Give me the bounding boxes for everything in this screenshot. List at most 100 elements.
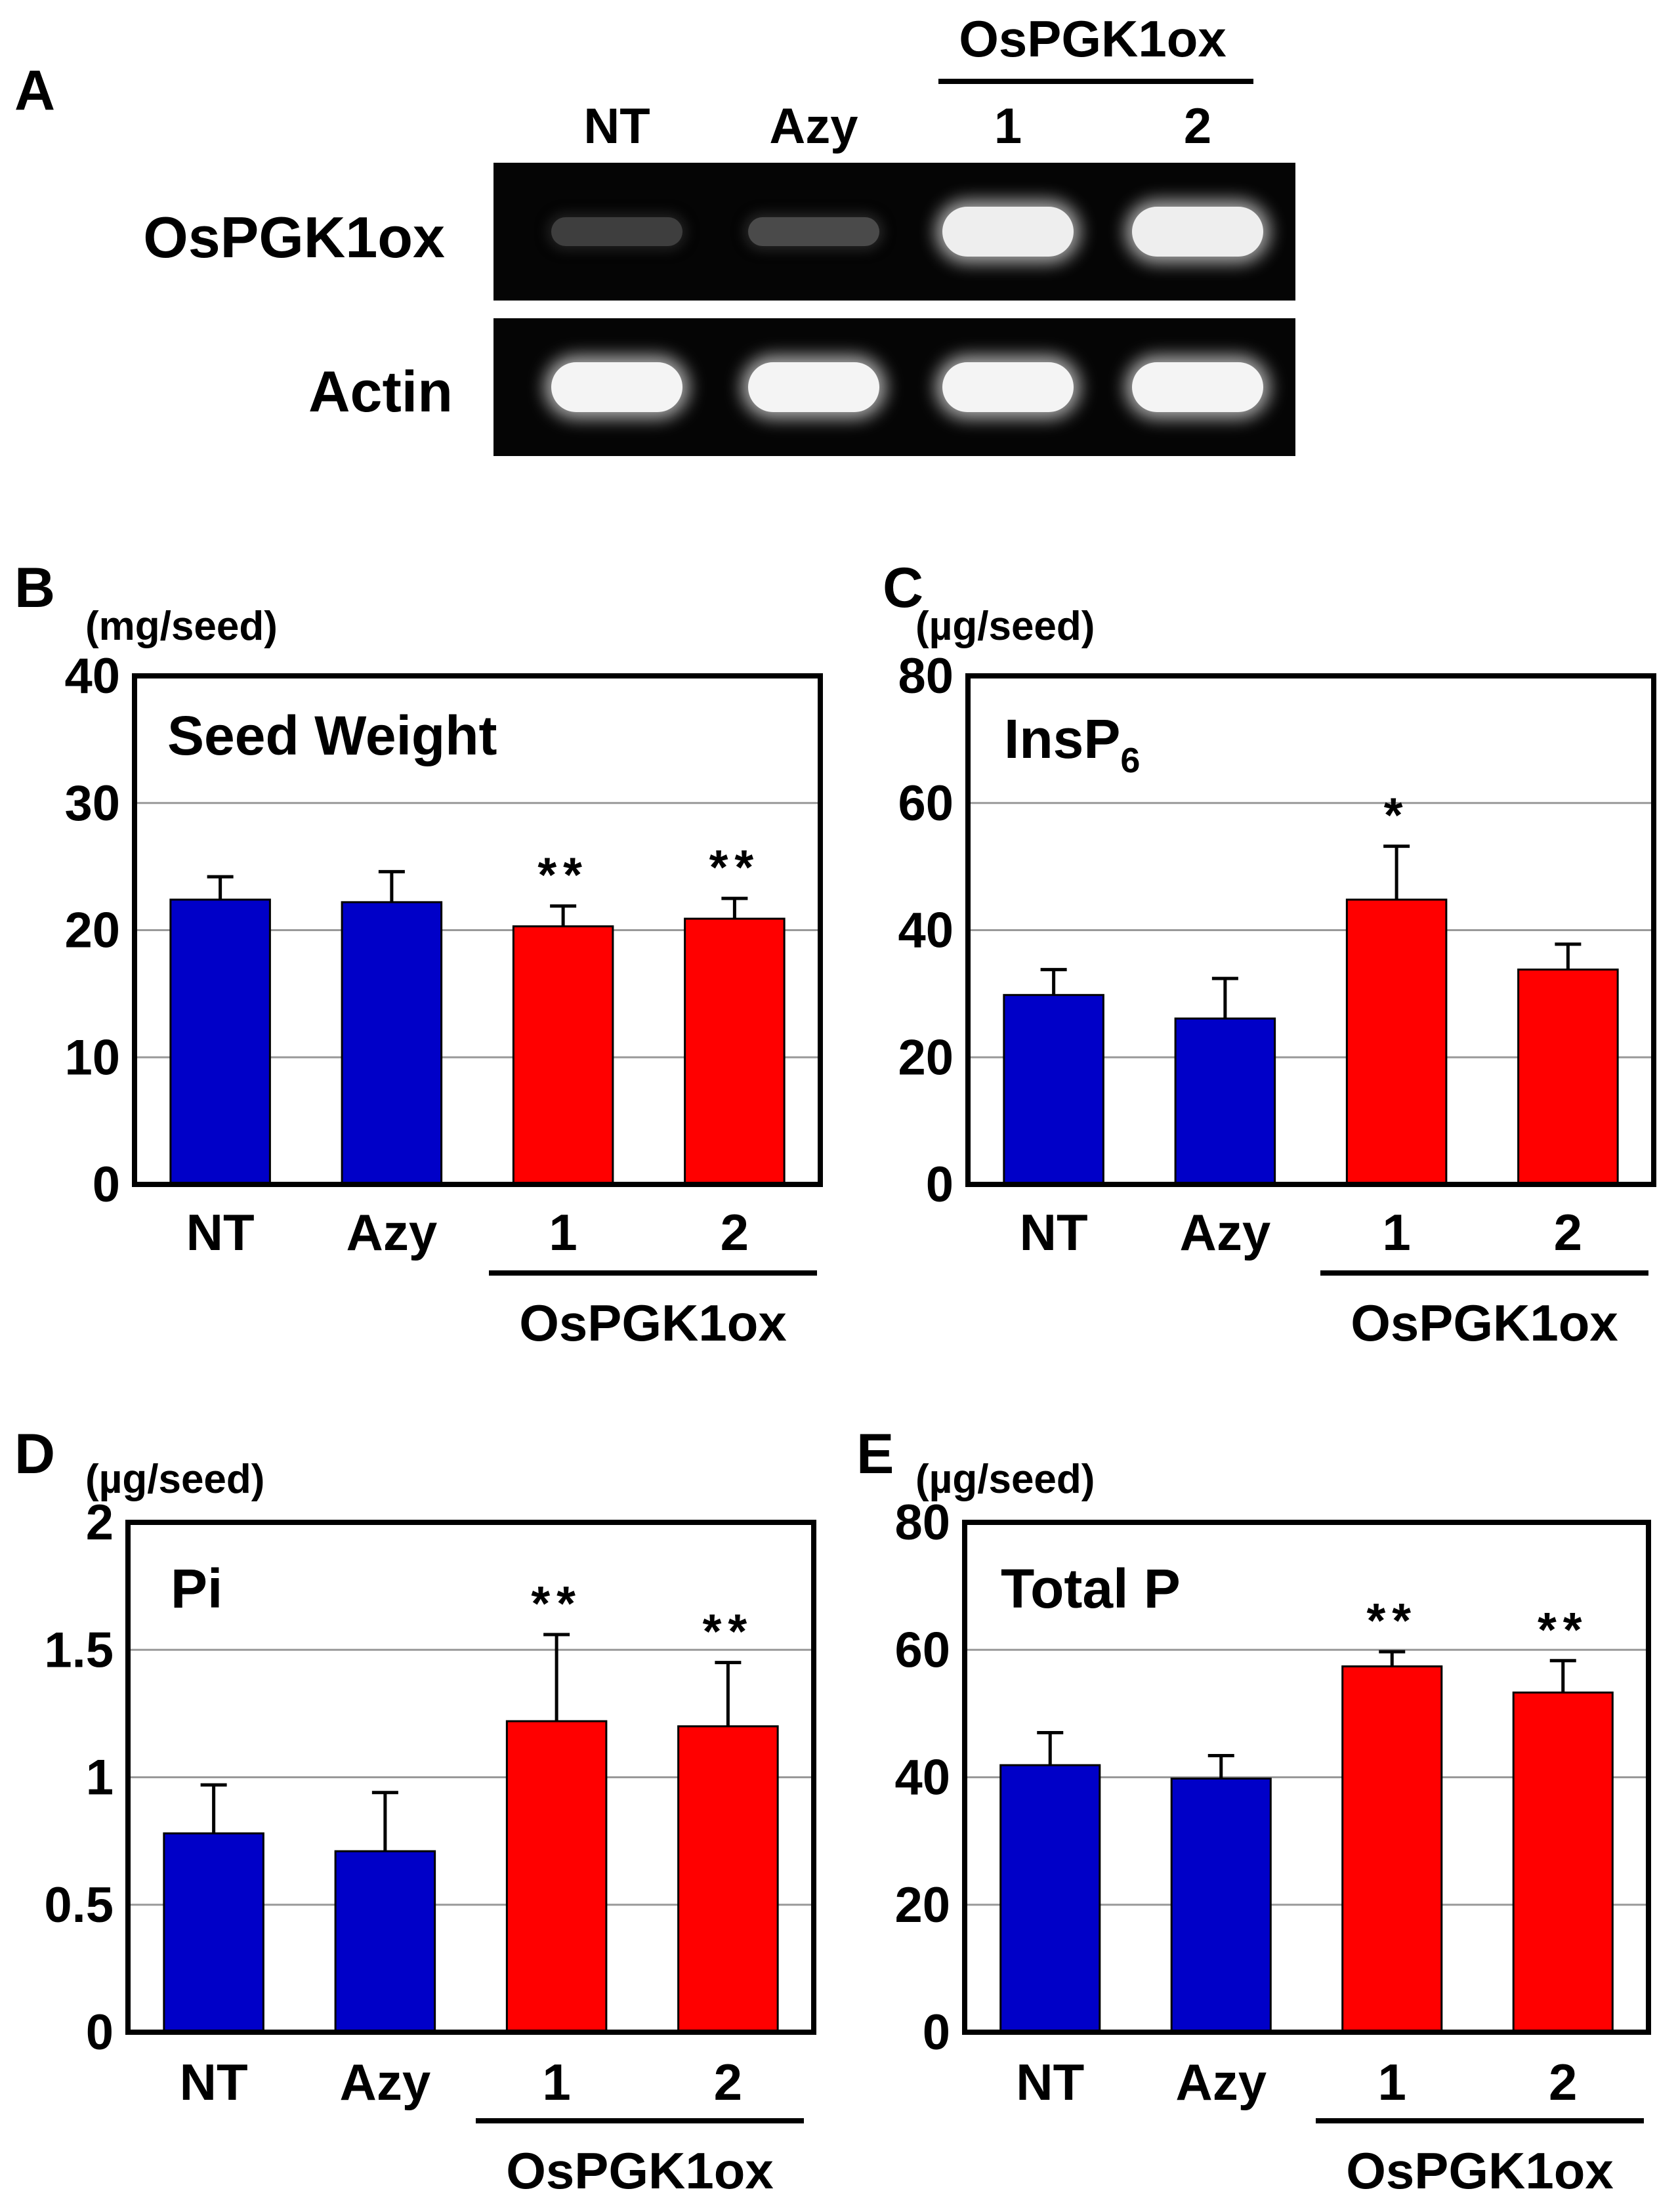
chart-title: Pi [171, 1558, 222, 1619]
category-label: 2 [1554, 1203, 1582, 1261]
y-tick-label: 0 [93, 1157, 120, 1213]
significance-mark: ** [703, 1604, 754, 1659]
category-label: NT [1020, 1203, 1088, 1261]
gel-row-image [493, 163, 1295, 301]
bar [505, 1720, 608, 2034]
bar [341, 901, 443, 1186]
y-tick-label: 40 [894, 1750, 950, 1806]
y-unit-label: (mg/seed) [85, 604, 278, 649]
significance-mark: ** [537, 848, 589, 902]
gel-row-label: OsPGK1ox [143, 205, 445, 270]
bar [1341, 1665, 1443, 2034]
significance-mark: ** [709, 840, 761, 894]
y-tick-label: 40 [898, 903, 954, 959]
y-tick-label: 10 [64, 1030, 120, 1085]
gel-lane-label: 1 [994, 98, 1022, 154]
plot-frame [962, 1520, 1651, 2035]
category-label: 1 [549, 1203, 577, 1261]
panel-letter: B [14, 556, 55, 619]
y-tick-label: 20 [898, 1030, 954, 1085]
gel-band [1132, 362, 1263, 412]
y-unit-label: (µg/seed) [915, 604, 1095, 649]
y-tick-label: 40 [64, 648, 120, 704]
bar [334, 1850, 436, 2034]
gel-lane-label: NT [583, 98, 650, 154]
group-label: OsPGK1ox [1351, 1294, 1618, 1352]
group-label: OsPGK1ox [1346, 2142, 1613, 2200]
chart-title: InsP6 [1004, 708, 1140, 780]
chart-title-subscript: 6 [1120, 741, 1140, 780]
gel-band [551, 217, 682, 246]
gel-band [942, 362, 1074, 412]
bar [1512, 1691, 1614, 2034]
bar [1345, 898, 1448, 1186]
category-label: Azy [346, 1203, 438, 1261]
significance-mark: ** [531, 1576, 582, 1631]
y-tick-label: 20 [894, 1877, 950, 1933]
significance-mark: ** [1366, 1593, 1417, 1648]
category-label: 2 [721, 1203, 749, 1261]
panel-letter: E [856, 1423, 894, 1486]
bar [169, 898, 271, 1186]
bar [999, 1764, 1101, 2034]
gel-band [748, 217, 879, 246]
chart-title-text: Seed Weight [167, 705, 497, 766]
group-label: OsPGK1ox [506, 2142, 773, 2200]
category-label: Azy [1175, 2053, 1267, 2111]
y-tick-label: 0.5 [44, 1877, 114, 1933]
chart-title: Seed Weight [167, 705, 497, 766]
panel-letter: C [883, 556, 923, 619]
gel-row-image [493, 318, 1295, 456]
plot-frame [125, 1520, 816, 2035]
y-tick-label: 60 [898, 776, 954, 831]
category-label: 1 [542, 2053, 570, 2111]
bar [684, 917, 786, 1186]
gel-band [1132, 207, 1263, 257]
y-tick-label: 1.5 [44, 1622, 114, 1678]
y-tick-label: 2 [86, 1495, 114, 1551]
gel-lane-label: Azy [769, 98, 858, 154]
gel-band [942, 207, 1074, 257]
plot-frame [132, 673, 823, 1187]
chart-title-text: Total P [1001, 1558, 1181, 1619]
y-tick-label: 0 [86, 2005, 114, 2060]
gel-row-label: Actin [308, 359, 453, 424]
bar [163, 1832, 264, 2034]
panel-letter: D [14, 1423, 55, 1486]
category-label: Azy [340, 2053, 431, 2111]
category-label: 2 [1549, 2053, 1577, 2111]
gel-lane-label: 2 [1183, 98, 1212, 154]
y-tick-label: 0 [923, 2005, 950, 2060]
category-label: NT [1016, 2053, 1084, 2111]
category-label: 2 [714, 2053, 742, 2111]
y-tick-label: 1 [86, 1750, 114, 1806]
bar [677, 1725, 779, 2034]
bar [512, 925, 614, 1186]
y-unit-label: (µg/seed) [915, 1457, 1095, 1502]
significance-mark: * [1384, 788, 1410, 843]
plot-frame [965, 673, 1656, 1187]
category-label: 1 [1382, 1203, 1410, 1261]
y-tick-label: 60 [894, 1622, 950, 1678]
significance-mark: ** [1538, 1602, 1589, 1657]
y-tick-label: 30 [64, 776, 120, 831]
gel-group-label: OsPGK1ox [959, 10, 1227, 68]
chart-title-text: Pi [171, 1558, 222, 1619]
gel-group-bracket [938, 79, 1253, 84]
chart-title: Total P [1001, 1558, 1181, 1619]
category-label: 1 [1378, 2053, 1406, 2111]
panel-a-letter: A [14, 59, 56, 122]
gel-band [551, 362, 682, 412]
bar [1517, 969, 1619, 1186]
bar [1170, 1777, 1272, 2034]
gel-band [748, 362, 879, 412]
category-label: NT [186, 1203, 255, 1261]
y-tick-label: 80 [894, 1495, 950, 1551]
category-label: Azy [1180, 1203, 1271, 1261]
y-unit-label: (µg/seed) [85, 1457, 264, 1502]
y-tick-label: 20 [64, 903, 120, 959]
bar [1174, 1017, 1276, 1186]
y-tick-label: 80 [898, 648, 954, 704]
y-tick-label: 0 [926, 1157, 954, 1213]
